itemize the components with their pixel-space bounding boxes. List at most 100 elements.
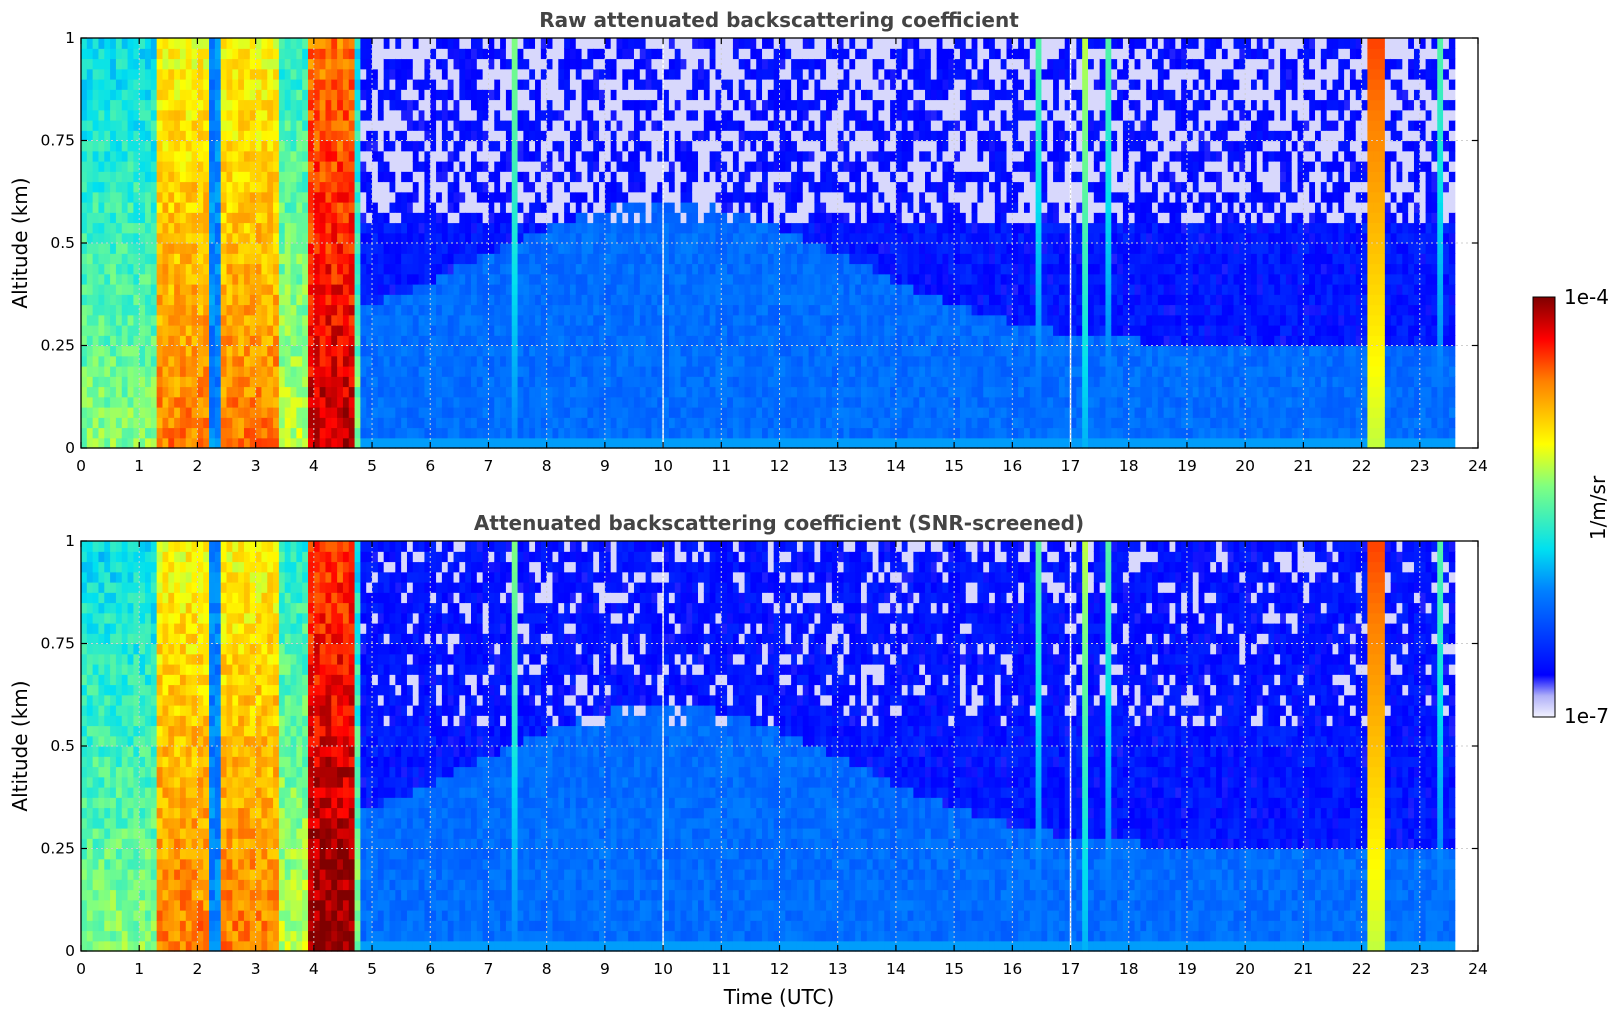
heatmap-cell bbox=[127, 366, 134, 377]
heatmap-cell bbox=[430, 427, 437, 439]
heatmap-cell bbox=[762, 38, 769, 49]
heatmap-cell bbox=[727, 171, 734, 183]
heatmap-cell bbox=[98, 263, 105, 275]
heatmap-cell bbox=[593, 335, 600, 347]
heatmap-cell bbox=[290, 417, 297, 429]
heatmap-cell bbox=[174, 345, 181, 357]
heatmap-cell bbox=[81, 314, 88, 326]
heatmap-cell bbox=[273, 304, 280, 316]
heatmap-cell bbox=[203, 366, 210, 377]
heatmap-cell bbox=[406, 130, 414, 142]
heatmap-cell bbox=[750, 161, 757, 172]
heatmap-cell bbox=[325, 325, 332, 336]
heatmap-cell bbox=[471, 284, 478, 295]
heatmap-cell bbox=[162, 284, 169, 295]
heatmap-cell bbox=[581, 437, 589, 449]
heatmap-cell bbox=[622, 427, 629, 439]
heatmap-cell bbox=[325, 181, 332, 193]
heatmap-cell bbox=[488, 335, 495, 347]
heatmap-cell bbox=[366, 243, 373, 254]
heatmap-cell bbox=[558, 386, 565, 398]
heatmap-cell bbox=[785, 68, 792, 80]
heatmap-cell bbox=[220, 38, 228, 49]
heatmap-cell bbox=[220, 366, 228, 377]
heatmap-cell bbox=[657, 314, 664, 326]
heatmap-cell bbox=[453, 253, 460, 265]
heatmap-cell bbox=[92, 191, 100, 203]
heatmap-cell bbox=[540, 89, 548, 101]
heatmap-cell bbox=[459, 120, 466, 131]
heatmap-cell bbox=[698, 273, 705, 285]
heatmap-cell bbox=[535, 212, 542, 224]
heatmap-cell bbox=[354, 191, 361, 203]
heatmap-cell bbox=[523, 48, 530, 60]
heatmap-cell bbox=[308, 314, 315, 326]
heatmap-cell bbox=[459, 325, 466, 336]
heatmap-cell bbox=[267, 284, 274, 295]
heatmap-cell bbox=[331, 171, 338, 183]
heatmap-cell bbox=[81, 396, 88, 408]
heatmap-cell bbox=[476, 335, 484, 347]
heatmap-cell bbox=[738, 212, 746, 224]
heatmap-cell bbox=[622, 109, 629, 121]
heatmap-cell bbox=[750, 130, 757, 142]
heatmap-cell bbox=[104, 355, 111, 367]
heatmap-cell bbox=[162, 345, 169, 357]
heatmap-cell bbox=[744, 366, 751, 377]
heatmap-cell bbox=[249, 150, 257, 162]
heatmap-cell bbox=[791, 263, 798, 275]
heatmap-cell bbox=[81, 222, 88, 234]
heatmap-cell bbox=[523, 120, 530, 131]
heatmap-cell bbox=[441, 366, 449, 377]
heatmap-cell bbox=[628, 130, 635, 142]
heatmap-cell bbox=[296, 376, 303, 388]
heatmap-cell bbox=[721, 38, 728, 49]
heatmap-cell bbox=[517, 284, 524, 295]
heatmap-cell bbox=[732, 38, 740, 49]
heatmap-cell bbox=[796, 232, 804, 244]
heatmap-cell bbox=[319, 191, 327, 203]
heatmap-cell bbox=[628, 437, 635, 449]
heatmap-cell bbox=[558, 58, 565, 70]
heatmap-cell bbox=[377, 386, 385, 398]
heatmap-cell bbox=[727, 191, 734, 203]
heatmap-cell bbox=[179, 437, 187, 449]
heatmap-cell bbox=[226, 48, 233, 60]
heatmap-cell bbox=[715, 89, 722, 101]
heatmap-cell bbox=[756, 120, 763, 131]
heatmap-cell bbox=[319, 396, 327, 408]
heatmap-cell bbox=[81, 89, 88, 101]
heatmap-cell bbox=[139, 294, 146, 306]
heatmap-cell bbox=[581, 427, 589, 439]
heatmap-cell bbox=[401, 232, 408, 244]
heatmap-cell bbox=[593, 130, 600, 142]
heatmap-cell bbox=[86, 253, 94, 265]
heatmap-cell bbox=[535, 38, 542, 49]
heatmap-cell bbox=[214, 99, 222, 111]
heatmap-cell bbox=[197, 345, 204, 357]
heatmap-cell bbox=[447, 120, 455, 131]
heatmap-cell bbox=[325, 427, 332, 439]
heatmap-cell bbox=[145, 109, 152, 121]
heatmap-cell bbox=[785, 396, 792, 408]
heatmap-cell bbox=[127, 284, 134, 295]
heatmap-cell bbox=[552, 212, 559, 224]
heatmap-cell bbox=[610, 396, 618, 408]
heatmap-cell bbox=[185, 396, 193, 408]
heatmap-cell bbox=[471, 38, 478, 49]
heatmap-cell bbox=[441, 222, 449, 234]
heatmap-cell bbox=[762, 366, 769, 377]
heatmap-cell bbox=[185, 314, 193, 326]
heatmap-cell bbox=[372, 48, 379, 60]
heatmap-cell bbox=[145, 273, 152, 285]
heatmap-cell bbox=[738, 58, 746, 70]
heatmap-cell bbox=[436, 202, 443, 213]
heatmap-cell bbox=[261, 345, 268, 357]
heatmap-cell bbox=[651, 222, 658, 234]
heatmap-cell bbox=[168, 150, 175, 162]
heatmap-cell bbox=[674, 109, 682, 121]
heatmap-cell bbox=[179, 109, 187, 121]
heatmap-cell bbox=[319, 48, 327, 60]
heatmap-cell bbox=[494, 253, 501, 265]
heatmap-cell bbox=[581, 68, 589, 80]
